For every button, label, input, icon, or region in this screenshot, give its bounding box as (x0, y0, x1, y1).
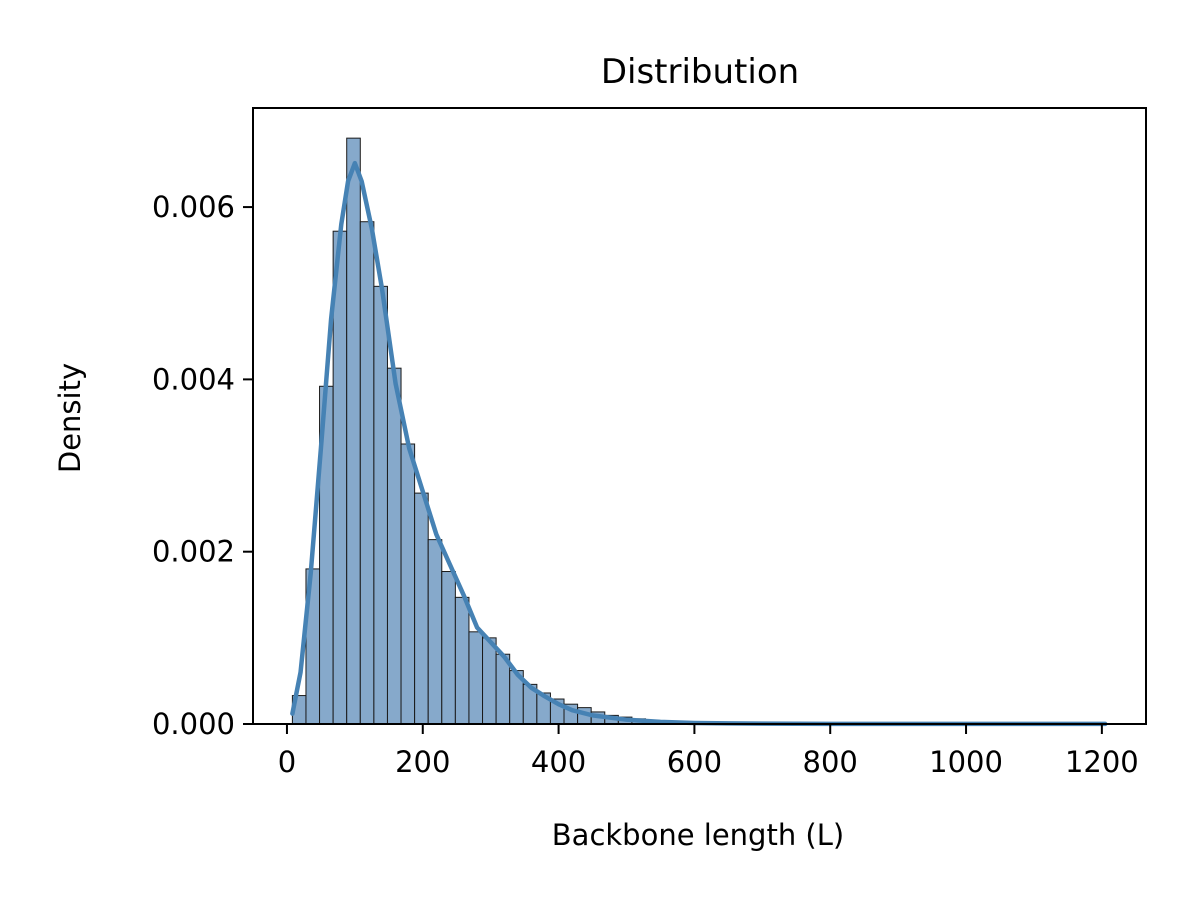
histogram-bar (441, 571, 456, 725)
y-tick-label: 0.006 (152, 190, 235, 224)
x-tick-label: 400 (531, 745, 586, 779)
x-axis-label: Backbone length (L) (552, 818, 844, 852)
x-tick-label: 200 (395, 745, 450, 779)
x-tick-label: 1200 (1065, 745, 1139, 779)
histogram-bar (482, 637, 497, 725)
x-tick-label: 600 (667, 745, 722, 779)
histogram-bar (427, 539, 443, 725)
histogram-bar (373, 285, 388, 725)
x-tick-label: 800 (803, 745, 858, 779)
histogram-bar (454, 596, 470, 725)
chart-title: Distribution (601, 52, 799, 92)
histogram-bar (400, 443, 416, 725)
x-tick-label: 0 (278, 745, 296, 779)
histogram-bar (346, 137, 361, 725)
y-tick-label: 0.004 (152, 362, 235, 396)
plot-frame (252, 107, 1147, 725)
y-axis-label: Density (53, 363, 87, 473)
histogram-bar (386, 367, 402, 725)
y-tick-label: 0.000 (152, 707, 235, 741)
histogram-bar (468, 631, 484, 725)
histogram-bar (414, 492, 429, 725)
histogram-bar (359, 221, 375, 725)
y-tick-label: 0.002 (152, 535, 235, 569)
histogram-bars (291, 137, 782, 725)
axes: 0 200 400 600 800 1000 1200 0.000 0.002 0.004 0.00… (152, 107, 1147, 779)
x-tick-label: 1000 (929, 745, 1003, 779)
histogram-bar (332, 230, 348, 725)
